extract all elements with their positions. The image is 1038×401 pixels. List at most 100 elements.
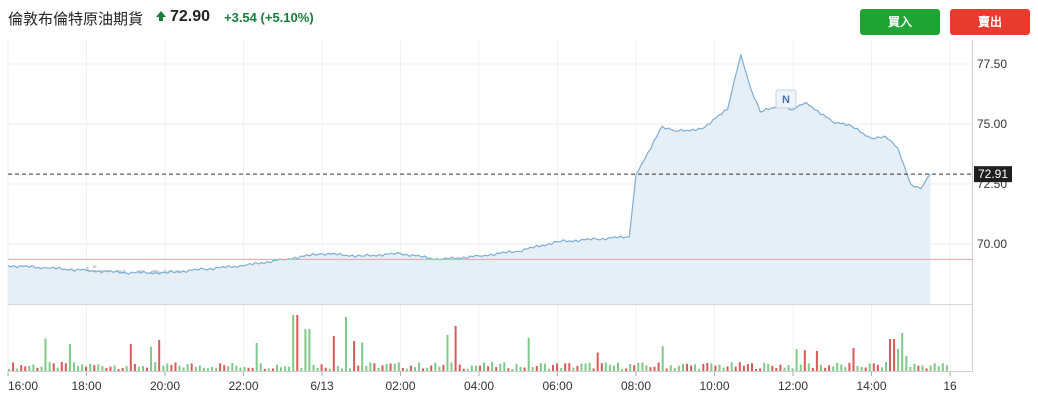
volume-bar <box>844 367 847 371</box>
volume-bar <box>645 365 648 371</box>
volume-bar <box>901 333 904 371</box>
volume-bar <box>44 338 47 371</box>
volume-bar <box>824 367 827 371</box>
volume-bar <box>625 368 628 371</box>
volume-bar <box>288 366 291 371</box>
volume-bar <box>60 362 63 371</box>
volume-bar <box>767 363 770 371</box>
volume-bar <box>629 364 632 371</box>
volume-bar <box>389 363 392 371</box>
volume-bar <box>714 365 717 371</box>
volume-bar <box>206 368 209 371</box>
volume-bar <box>8 369 10 371</box>
volume-bar <box>771 365 774 371</box>
x-tick-label: 10:00 <box>699 379 729 393</box>
volume-bar <box>897 349 900 371</box>
x-tick-label: 02:00 <box>385 379 415 393</box>
volume-bar <box>345 317 347 371</box>
volume-bar <box>686 363 688 371</box>
volume-bar <box>815 350 818 371</box>
current-price-box <box>974 166 1012 183</box>
volume-bar <box>828 365 831 371</box>
volume-bar <box>548 368 550 371</box>
volume-bar <box>612 365 615 371</box>
volume-bar <box>531 367 534 371</box>
volume-bar <box>64 363 67 371</box>
volume-bar <box>48 362 51 371</box>
sell-button[interactable]: 賣出 <box>950 9 1030 35</box>
volume-bar <box>101 366 104 371</box>
volume-bar <box>332 336 335 371</box>
volume-bar <box>56 367 59 371</box>
instrument-title: 倫敦布倫特原油期貨 <box>8 10 144 28</box>
volume-bar <box>231 362 234 371</box>
volume-bar <box>556 363 559 371</box>
volume-bar <box>820 364 822 371</box>
volume-bar <box>535 366 538 371</box>
volume-bar <box>466 368 469 371</box>
news-marker-icon[interactable] <box>775 89 797 109</box>
volume-bar <box>665 368 668 371</box>
volume-bar <box>495 367 498 371</box>
volume-bar <box>742 365 745 371</box>
volume-bar <box>499 363 502 371</box>
volume-bar <box>702 363 705 371</box>
volume-bar <box>848 362 851 371</box>
volume-bar <box>235 365 238 371</box>
volume-bar <box>239 367 242 371</box>
volume-bar <box>661 346 664 371</box>
volume-bar <box>617 362 619 371</box>
volume-bar <box>198 365 201 371</box>
volume-bar <box>807 363 810 371</box>
volume-bar <box>284 366 287 371</box>
volume-bar <box>393 363 396 371</box>
volume-bar <box>336 366 339 371</box>
volume-bar <box>483 362 485 371</box>
volume-bar <box>397 362 400 371</box>
volume-bar <box>174 362 177 371</box>
volume-bar <box>401 368 404 371</box>
volume-bar <box>941 363 944 371</box>
volume-bar <box>649 367 652 371</box>
arrow-up-icon-stem <box>159 16 163 21</box>
buy-button[interactable]: 買入 <box>860 9 940 35</box>
volume-bar <box>385 363 388 371</box>
volume-bar <box>251 367 254 371</box>
volume-bar <box>430 365 433 371</box>
volume-bar <box>129 344 132 371</box>
volume-bar <box>945 365 948 371</box>
volume-bar <box>458 364 461 371</box>
volume-bar <box>925 368 928 371</box>
volume-bar <box>864 367 867 371</box>
volume-bar <box>836 362 839 371</box>
volume-bar <box>446 335 449 371</box>
volume-bar <box>832 366 835 371</box>
volume-bar <box>117 369 120 371</box>
volume-bar <box>300 367 303 371</box>
volume-bar <box>576 365 579 371</box>
volume-bar <box>324 367 327 371</box>
volume-bar <box>779 364 782 371</box>
volume-bar <box>113 365 116 371</box>
volume-bar <box>52 363 55 371</box>
volume-bar <box>657 362 660 371</box>
volume-bar <box>361 342 364 371</box>
volume-bar <box>316 367 319 371</box>
volume-bar <box>450 362 453 371</box>
volume-bar <box>328 368 331 371</box>
volume-bar <box>73 362 75 371</box>
volume-bar <box>215 368 218 371</box>
volume-bar <box>791 368 794 371</box>
x-tick-label: 16:00 <box>8 379 38 393</box>
volume-bar <box>182 367 185 371</box>
y-tick-label: 77.50 <box>977 57 1007 71</box>
volume-bar <box>694 364 697 371</box>
volume-bar <box>600 363 603 371</box>
x-tick-label: 22:00 <box>228 379 258 393</box>
volume-bar <box>872 363 875 371</box>
y-tick-label: 75.00 <box>977 117 1007 131</box>
volume-bar <box>28 365 31 371</box>
volume-bar <box>515 363 518 371</box>
volume-bar <box>543 363 546 371</box>
